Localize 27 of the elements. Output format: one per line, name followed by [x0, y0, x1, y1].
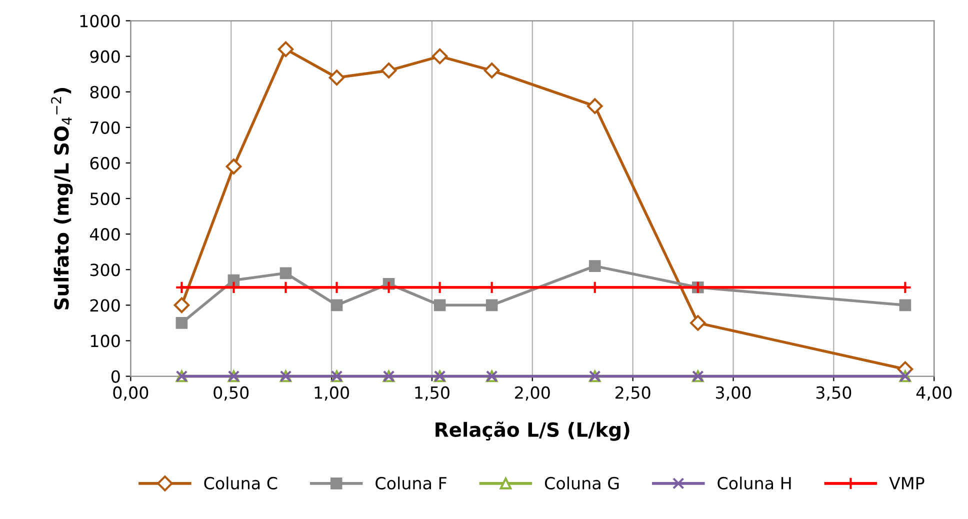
y-tick-label: 0 [111, 370, 120, 383]
y-tick-label: 500 [90, 192, 120, 206]
y-tick-label: 1000 [80, 14, 120, 28]
legend-label: Coluna G [544, 476, 619, 490]
y-tick-label: 800 [90, 86, 120, 98]
y-tick-label: 200 [90, 299, 120, 312]
legend-label: Coluna H [718, 476, 791, 490]
y-tick-label: 100 [90, 334, 120, 348]
y-tick-label: 700 [90, 121, 120, 134]
y-axis-title: Sulfato (mg/L SO$_{4}$$^{−2}$) [51, 88, 73, 310]
y-tick-label: 900 [90, 50, 120, 63]
x-tick-label: 0,50 [214, 386, 249, 401]
y-tick-label: 600 [90, 156, 120, 170]
y-tick-label: 400 [90, 228, 120, 241]
x-tick-label: 0,00 [113, 386, 148, 401]
y-tick-label: 300 [90, 264, 120, 276]
x-tick-label: 4,00 [916, 386, 952, 401]
x-tick-label: 2,00 [515, 386, 550, 401]
x-tick-label: 1,00 [314, 386, 349, 401]
x-tick-label: 3,00 [716, 386, 751, 401]
x-tick-label: 1,50 [415, 386, 450, 401]
x-tick-label: 3,50 [816, 386, 852, 401]
legend-label: VMP [889, 477, 924, 490]
legend-label: Coluna C [204, 476, 278, 490]
x-tick-label: 2,50 [615, 386, 650, 401]
legend-label: Coluna F [376, 476, 446, 490]
x-axis-title: Relação L/S (L/kg) [436, 422, 630, 441]
